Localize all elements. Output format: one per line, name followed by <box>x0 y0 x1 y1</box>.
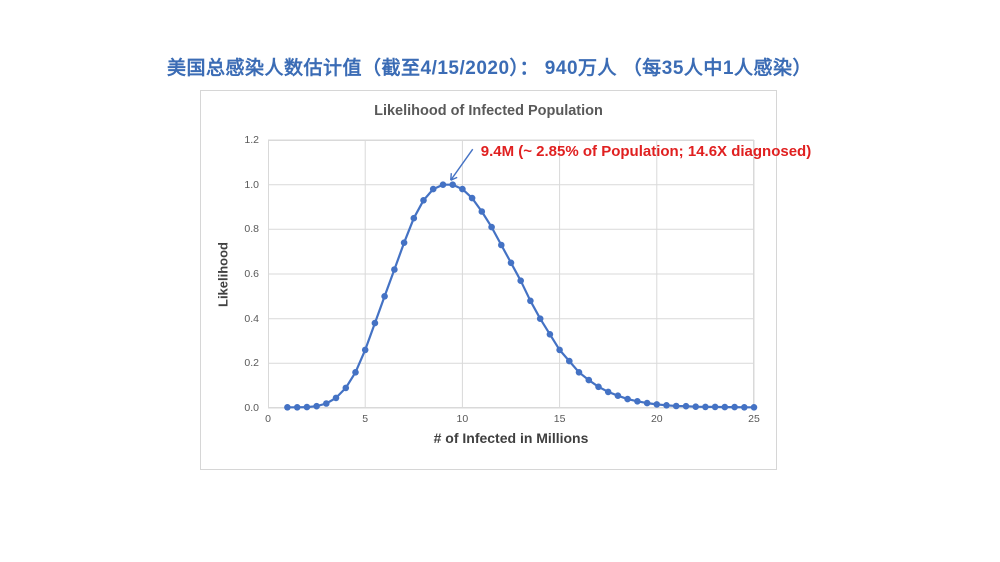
data-point-marker <box>303 403 311 411</box>
data-point-marker <box>459 185 466 193</box>
y-tick-label: 0.4 <box>244 312 259 325</box>
chart-container: Likelihood of Infected Population Likeli… <box>200 90 811 470</box>
data-point-marker <box>604 388 612 396</box>
y-tick-label: 1.2 <box>244 134 259 146</box>
data-point-marker <box>556 346 563 354</box>
page-title: 美国总感染人数估计值（截至4/15/2020）： 940万人 （每35人中1人感… <box>167 58 812 79</box>
data-point-marker <box>410 214 418 222</box>
line-chart-svg <box>268 139 758 411</box>
x-tick-label: 10 <box>456 413 469 425</box>
data-point-marker <box>721 403 729 411</box>
x-tick-label: 25 <box>748 413 760 425</box>
data-point-marker <box>634 398 641 405</box>
data-point-marker <box>293 404 301 411</box>
data-point-marker <box>731 403 738 411</box>
data-point-marker <box>682 402 690 410</box>
y-tick-label: 0.2 <box>244 357 259 370</box>
y-tick-label: 0.8 <box>244 223 259 236</box>
data-point-marker <box>352 369 359 376</box>
data-point-marker <box>371 319 379 327</box>
data-point-marker <box>692 403 699 411</box>
data-point-marker <box>449 181 456 188</box>
data-point-marker <box>391 266 398 273</box>
data-point-marker <box>527 297 534 305</box>
data-point-marker <box>498 241 505 249</box>
peak-annotation: 9.4M (~ 2.85% of Population; 14.6X diagn… <box>480 143 812 161</box>
data-point-marker <box>332 394 340 402</box>
x-axis-title: # of Infected in Millions <box>433 430 589 446</box>
x-tick-label: 5 <box>362 413 369 425</box>
data-point-marker <box>653 401 661 408</box>
data-point-marker <box>672 402 680 410</box>
data-point-marker <box>566 357 573 365</box>
data-point-marker <box>711 403 719 411</box>
data-point-marker <box>400 239 408 246</box>
data-point-marker <box>614 392 622 399</box>
data-point-marker <box>750 404 758 411</box>
data-point-marker <box>313 402 320 410</box>
data-point-marker <box>643 399 651 407</box>
data-point-marker <box>420 197 427 204</box>
y-tick-label: 0.0 <box>244 402 259 414</box>
data-point-marker <box>381 293 388 300</box>
data-point-marker <box>429 185 437 193</box>
data-point-marker <box>342 384 350 392</box>
chart-title: Likelihood of Infected Population <box>374 103 603 119</box>
x-tick-label: 15 <box>553 413 566 425</box>
data-point-marker <box>507 259 515 267</box>
plot-area <box>268 139 758 411</box>
data-point-marker <box>361 346 369 354</box>
x-tick-label: 20 <box>650 413 663 425</box>
data-point-marker <box>517 277 524 284</box>
data-point-marker <box>478 208 486 215</box>
y-tick-label: 1.0 <box>244 178 259 191</box>
data-point-marker <box>702 403 709 411</box>
data-point-marker <box>546 331 554 338</box>
data-point-marker <box>468 194 476 202</box>
data-point-marker <box>741 404 748 411</box>
y-tick-label: 0.6 <box>244 268 259 280</box>
plot-border <box>268 140 754 408</box>
data-point-marker <box>284 404 291 411</box>
x-tick-label: 0 <box>265 413 271 425</box>
data-point-marker <box>595 383 602 391</box>
data-point-marker <box>323 400 330 407</box>
data-point-marker <box>536 315 544 322</box>
data-point-marker <box>488 223 495 231</box>
data-point-marker <box>439 181 447 188</box>
data-point-marker <box>624 395 631 403</box>
data-point-marker <box>663 402 670 409</box>
data-point-marker <box>585 376 593 384</box>
data-point-marker <box>575 369 583 376</box>
